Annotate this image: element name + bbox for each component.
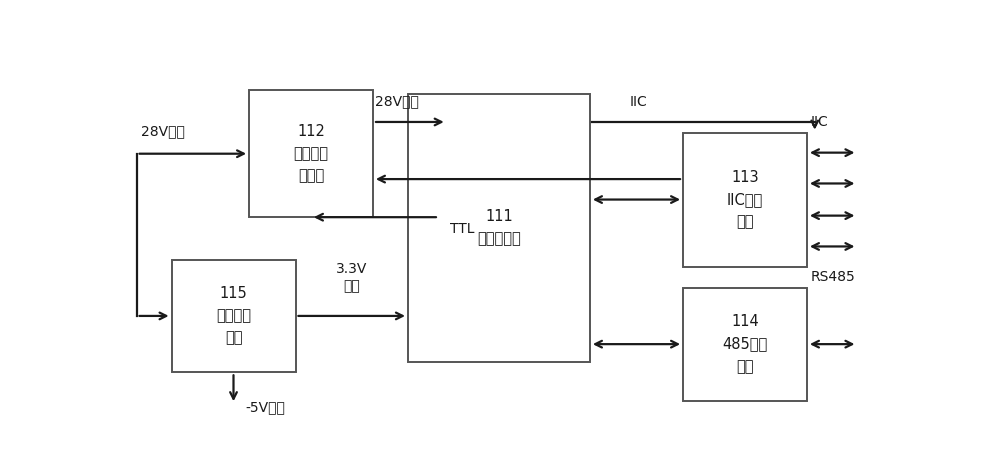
Text: 3.3V
输出: 3.3V 输出 — [336, 262, 367, 293]
Text: IIC: IIC — [630, 94, 647, 109]
Text: 28V输出: 28V输出 — [375, 94, 419, 109]
Text: RS485: RS485 — [811, 270, 856, 284]
Text: 111
中央处理器: 111 中央处理器 — [477, 209, 521, 246]
Bar — [249, 90, 373, 217]
Text: TTL: TTL — [450, 222, 475, 236]
Text: 114
485接口
电路: 114 485接口 电路 — [722, 315, 768, 374]
Text: 112
热插拔管
理电路: 112 热插拔管 理电路 — [294, 124, 328, 183]
Bar — [683, 132, 807, 267]
Text: 115
电源转换
电路: 115 电源转换 电路 — [216, 286, 251, 346]
Bar — [172, 260, 296, 372]
Text: 28V输入: 28V输入 — [140, 124, 184, 138]
Bar — [408, 94, 590, 362]
Text: 113
IIC接口
电路: 113 IIC接口 电路 — [727, 170, 763, 229]
Text: -5V输出: -5V输出 — [245, 401, 285, 414]
Text: IIC: IIC — [811, 115, 829, 129]
Bar — [683, 288, 807, 401]
